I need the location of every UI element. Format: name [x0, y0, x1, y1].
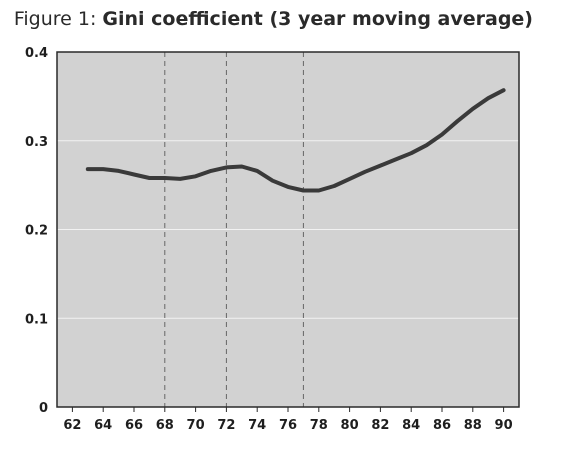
x-tick-label: 64 — [94, 418, 112, 433]
x-tick-label: 74 — [248, 418, 266, 433]
gini-series-line — [85, 88, 506, 193]
x-tick-label: 72 — [217, 418, 235, 433]
y-tick-label: 0 — [39, 401, 48, 416]
x-tick-label: 80 — [341, 418, 359, 433]
title-text: Gini coefficient (3 year moving average) — [102, 8, 533, 30]
x-tick-label: 62 — [63, 418, 81, 433]
figure-label: Figure 1: — [13, 8, 97, 30]
x-tick-label: 70 — [187, 418, 205, 433]
x-tick-label: 68 — [156, 418, 174, 433]
x-tick-label: 86 — [433, 418, 451, 433]
x-tick-label: 66 — [125, 418, 143, 433]
x-tick-label: 90 — [495, 418, 513, 433]
x-tick-label: 88 — [464, 418, 482, 433]
y-tick-label: 0.2 — [25, 224, 48, 239]
x-tick-label: 82 — [371, 418, 389, 433]
chart-title: Figure 1: Gini coefficient (3 year movin… — [0, 8, 563, 30]
x-tick-label: 76 — [279, 418, 297, 433]
y-tick-label: 0.3 — [25, 135, 48, 150]
x-tick-label: 78 — [310, 418, 328, 433]
y-tick-label: 0.1 — [25, 312, 48, 327]
y-tick-label: 0.4 — [25, 46, 48, 61]
x-tick-label: 84 — [402, 418, 420, 433]
